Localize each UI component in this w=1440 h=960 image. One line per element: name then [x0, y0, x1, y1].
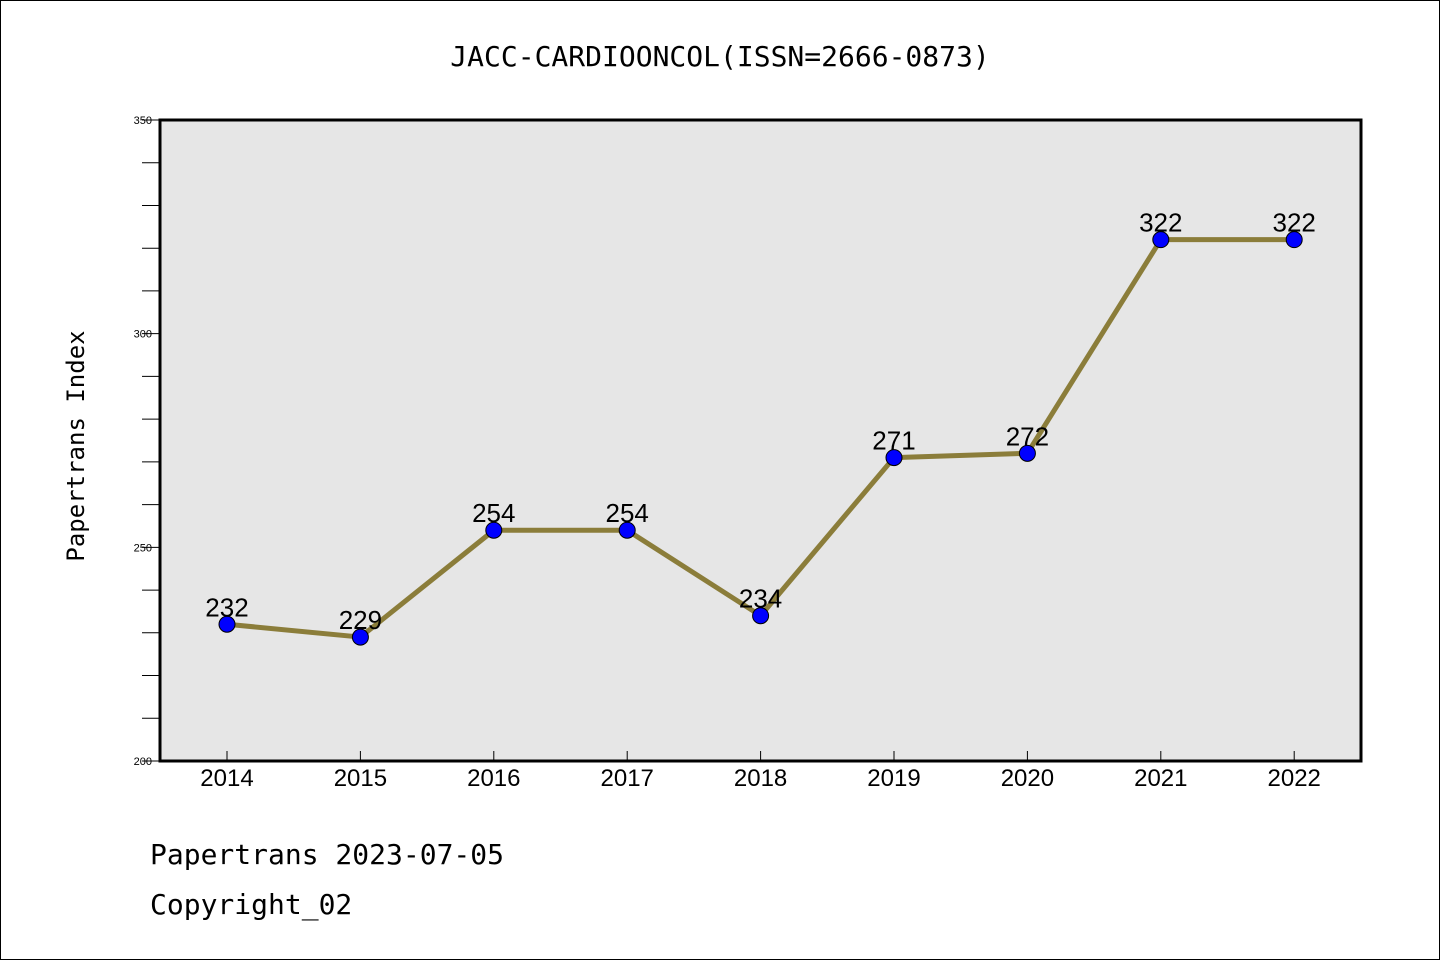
data-label: 322 — [1139, 208, 1182, 238]
data-labels-group: 232 229 254 254 234 271 272 322 322 — [205, 208, 1316, 635]
data-point — [351, 628, 369, 646]
plot-area — [158, 118, 1363, 763]
footer-copyright: Copyright_02 — [150, 888, 352, 922]
data-point — [618, 521, 636, 539]
data-point — [1285, 231, 1303, 249]
x-tick-label: 2020 — [1001, 765, 1054, 792]
y-tick-label: 300 — [134, 329, 152, 341]
data-point — [485, 521, 503, 539]
y-tick-label: 350 — [134, 115, 152, 127]
data-point — [218, 615, 236, 633]
x-tick-label: 2022 — [1268, 765, 1321, 792]
data-point — [752, 607, 770, 625]
data-label: 272 — [1006, 421, 1049, 451]
x-tick-label: 2017 — [601, 765, 654, 792]
data-label: 232 — [205, 592, 248, 622]
y-tick-label: 200 — [134, 756, 152, 768]
x-axis-ticks: 2014 2015 2016 2017 2018 2019 2020 2021 2022 — [200, 751, 1321, 792]
y-tick-label: 250 — [134, 542, 152, 554]
data-point — [1018, 444, 1036, 462]
x-tick-label: 2021 — [1134, 765, 1187, 792]
x-tick-label: 2014 — [200, 765, 253, 792]
x-tick-label: 2016 — [467, 765, 520, 792]
data-label: 229 — [339, 605, 382, 635]
y-axis-ticks: 200 250 300 350 — [134, 115, 160, 768]
data-label: 234 — [739, 584, 782, 614]
x-tick-label: 2019 — [867, 765, 920, 792]
x-tick-label: 2015 — [334, 765, 387, 792]
data-label: 254 — [606, 498, 649, 528]
footer-date: Papertrans 2023-07-05 — [150, 838, 504, 871]
data-points-group — [218, 231, 1303, 646]
y-axis-label: Papertrans Index — [62, 330, 90, 561]
data-point — [1152, 231, 1170, 249]
data-point — [885, 449, 903, 467]
chart-title: JACC-CARDIOONCOL(ISSN=2666-0873) — [450, 40, 989, 73]
x-tick-label: 2018 — [734, 765, 787, 792]
data-label: 322 — [1273, 208, 1316, 238]
data-label: 254 — [472, 498, 515, 528]
data-label: 271 — [872, 426, 915, 456]
